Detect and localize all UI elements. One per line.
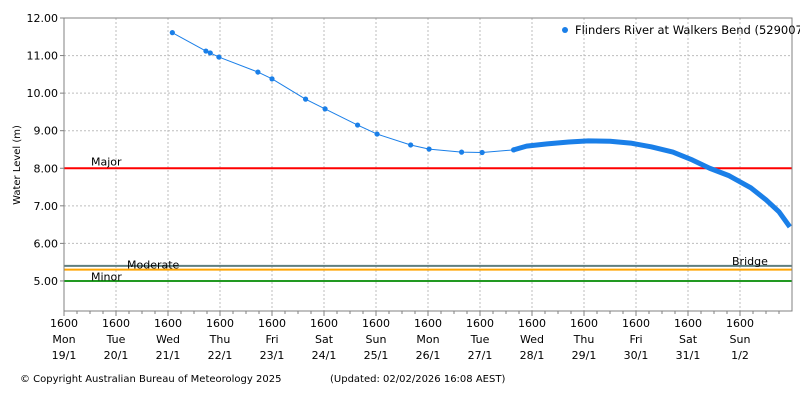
copyright-text: © Copyright Australian Bureau of Meteoro… xyxy=(20,374,282,385)
x-tick-date: 30/1 xyxy=(624,349,649,362)
x-tick-day: Mon xyxy=(416,333,439,346)
y-tick-label: 6.00 xyxy=(34,237,59,250)
data-point xyxy=(302,96,309,102)
x-tick-day: Tue xyxy=(106,333,126,346)
x-tick-time: 1600 xyxy=(674,317,702,330)
x-axis: 1600 Mon 19/1 1600 Tue 20/1 1600 Wed 21/1 1600 Thu… xyxy=(50,311,780,362)
data-point xyxy=(322,106,328,112)
threshold-label-bridge: Bridge xyxy=(732,255,768,268)
x-tick-date: 25/1 xyxy=(364,349,389,362)
series-dense-band xyxy=(512,138,792,229)
data-point xyxy=(169,30,175,36)
x-tick-date: 24/1 xyxy=(312,349,337,362)
data-point xyxy=(216,54,222,60)
threshold-label-moderate: Moderate xyxy=(127,259,180,272)
x-tick-date: 22/1 xyxy=(208,349,233,362)
x-tick-date: 29/1 xyxy=(572,349,597,362)
x-tick-time: 1600 xyxy=(50,317,78,330)
series-flinders-river xyxy=(169,30,792,229)
x-tick-day: Fri xyxy=(629,333,642,346)
x-tick-time: 1600 xyxy=(310,317,338,330)
y-axis: 5.00 6.00 7.00 8.00 9.00 10.00 11.00 12.00 xyxy=(27,12,64,288)
x-tick-day: Wed xyxy=(520,333,544,346)
data-point xyxy=(426,146,432,152)
x-tick-date: 31/1 xyxy=(676,349,701,362)
legend-label: Flinders River at Walkers Bend (529007) xyxy=(575,23,800,37)
x-tick-day: Mon xyxy=(52,333,75,346)
x-tick-day: Sat xyxy=(315,333,334,346)
data-point xyxy=(510,147,517,153)
x-tick-time: 1600 xyxy=(726,317,754,330)
x-tick-time: 1600 xyxy=(206,317,234,330)
x-tick-time: 1600 xyxy=(466,317,494,330)
updated-text: (Updated: 02/02/2026 16:08 AEST) xyxy=(330,374,506,385)
y-tick-label: 7.00 xyxy=(34,200,59,213)
data-point xyxy=(203,48,209,54)
y-tick-label: 10.00 xyxy=(27,87,59,100)
threshold-lines: Major Bridge Moderate Minor xyxy=(64,155,792,283)
data-point xyxy=(479,149,485,156)
x-tick-day: Sat xyxy=(679,333,698,346)
y-tick-label: 12.00 xyxy=(27,12,59,25)
x-tick-time: 1600 xyxy=(362,317,390,330)
y-tick-label: 9.00 xyxy=(34,125,59,138)
y-tick-label: 5.00 xyxy=(34,275,59,288)
x-tick-date: 21/1 xyxy=(156,349,181,362)
threshold-label-major: Major xyxy=(91,155,122,168)
x-tick-day: Tue xyxy=(470,333,490,346)
x-tick-date: 1/2 xyxy=(731,349,749,362)
x-tick-time: 1600 xyxy=(570,317,598,330)
x-tick-day: Thu xyxy=(573,333,595,346)
data-point xyxy=(458,149,465,155)
x-tick-time: 1600 xyxy=(258,317,286,330)
x-tick-time: 1600 xyxy=(622,317,650,330)
x-tick-time: 1600 xyxy=(102,317,130,330)
series-line xyxy=(172,32,791,228)
x-tick-time: 1600 xyxy=(414,317,442,330)
x-tick-day: Wed xyxy=(156,333,180,346)
threshold-label-minor: Minor xyxy=(91,270,122,283)
x-tick-day: Sun xyxy=(366,333,387,346)
x-tick-time: 1600 xyxy=(518,317,546,330)
data-point xyxy=(255,69,261,75)
x-tick-date: 23/1 xyxy=(260,349,285,362)
x-tick-date: 28/1 xyxy=(520,349,545,362)
x-tick-date: 26/1 xyxy=(416,349,441,362)
data-point xyxy=(354,122,361,128)
x-tick-day: Thu xyxy=(209,333,231,346)
data-point xyxy=(408,142,414,148)
data-point xyxy=(269,76,275,82)
data-point xyxy=(207,50,213,56)
x-tick-date: 27/1 xyxy=(468,349,493,362)
x-tick-time: 1600 xyxy=(154,317,182,330)
legend-marker xyxy=(562,27,568,33)
x-tick-date: 19/1 xyxy=(52,349,77,362)
data-point xyxy=(374,131,380,137)
legend: Flinders River at Walkers Bend (529007) xyxy=(562,23,800,37)
y-axis-label: Water Level (m) xyxy=(12,125,23,205)
water-level-chart: Major Bridge Moderate Minor 5.00 6.00 7.00 8.0… xyxy=(12,12,800,362)
y-tick-label: 8.00 xyxy=(34,162,59,175)
y-tick-label: 11.00 xyxy=(27,50,59,63)
x-tick-day: Fri xyxy=(265,333,278,346)
x-tick-date: 20/1 xyxy=(104,349,129,362)
x-tick-day: Sun xyxy=(730,333,751,346)
